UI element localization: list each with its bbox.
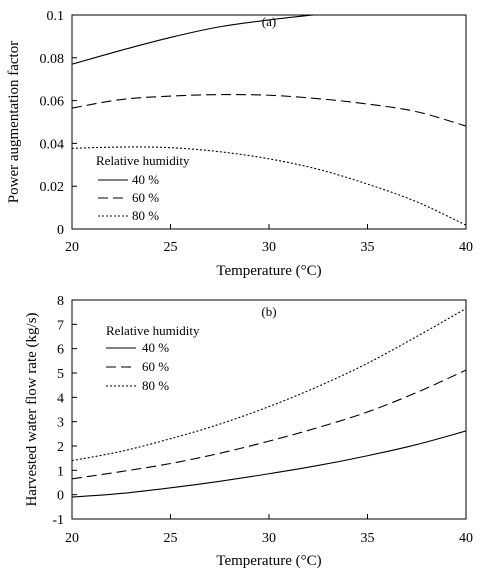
chart-b-x-tick-label: 30: [262, 531, 276, 546]
chart-b-y-tick-label: 7: [57, 318, 64, 333]
chart-b-x-tick-label: 35: [361, 531, 375, 546]
chart-a-y-axis-title: Power augmentation factor: [6, 41, 22, 203]
chart-b-x-axis-title: Temperature (°C): [216, 553, 321, 569]
chart-b-y-tick-label: 0: [57, 489, 64, 504]
chart-a-y-tick-label: 0.1: [47, 9, 65, 24]
chart-b-legend: Relative humidity 40 % 60 % 80 %: [106, 323, 200, 393]
chart-b-x-tick-label: 40: [459, 531, 473, 546]
chart-b-x-tick-label: 25: [164, 531, 178, 546]
chart-a-x-tick-label: 40: [459, 240, 473, 255]
chart-b-y-tick-label: 1: [57, 464, 64, 479]
chart-b-y-tick-label: 6: [57, 343, 64, 358]
chart-a-legend-label: 60 %: [132, 190, 159, 205]
chart-a-legend: Relative humidity 40 % 60 % 80 %: [96, 153, 190, 223]
chart-a-y-tick-label: 0.06: [40, 95, 65, 110]
chart-a-y-tick-label: 0.04: [40, 137, 65, 152]
chart-b-y-axis-title: Harvested water flow rate (kg/s): [24, 312, 40, 506]
chart-b-legend-title: Relative humidity: [106, 323, 200, 338]
chart-a-y-tick-label: 0.02: [40, 180, 65, 195]
chart-a-x-tick-label: 30: [262, 240, 276, 255]
chart-b-y-tick-label: 2: [57, 440, 64, 455]
chart-a-series-line-60pct: [72, 94, 466, 127]
chart-a-series-line-80pct: [72, 146, 466, 226]
chart-a-series-line-40pct: [72, 15, 320, 65]
chart-a-x-tick-label: 25: [164, 240, 178, 255]
chart-b-panel-label: (b): [261, 304, 276, 319]
chart-a-x-tick-label: 35: [361, 240, 375, 255]
chart-b-y-tick-label: 4: [57, 391, 64, 406]
chart-a-legend-label: 80 %: [132, 208, 159, 223]
chart-b-series-line-60pct: [72, 369, 466, 480]
chart-a-y-tick-label: 0: [57, 223, 64, 238]
chart-b-y-tick-label: -1: [52, 513, 64, 528]
chart-b-legend-label: 40 %: [142, 340, 169, 355]
chart-a-legend-label: 40 %: [132, 172, 159, 187]
chart-a-x-axis-title: Temperature (°C): [216, 263, 321, 279]
chart-b-legend-label: 80 %: [142, 378, 169, 393]
chart-b-legend-label: 60 %: [142, 359, 169, 374]
chart-b-y-tick-label: 5: [57, 367, 64, 382]
chart-a-x-tick-label: 20: [65, 240, 79, 255]
chart-b-series-line-40pct: [72, 430, 466, 498]
chart-a-panel-label: (a): [262, 14, 276, 29]
chart-b-series-line-80pct: [72, 308, 466, 462]
chart-b-x-tick-label: 20: [65, 531, 79, 546]
chart-a-y-tick-label: 0.08: [40, 52, 65, 67]
chart-b-y-tick-label: 8: [57, 294, 64, 309]
chart-a-legend-title: Relative humidity: [96, 153, 190, 168]
chart-panel-b: 20 25 30 35 40 -1 0 1 2 3 4 5 6 7 8 Temperature (°C) Har…: [24, 294, 473, 569]
chart-b-y-tick-label: 3: [57, 416, 64, 431]
chart-panel-a: 20 25 30 35 40 0 0.02 0.04 0.06 0.08 0.1 Temperatur…: [6, 9, 473, 279]
